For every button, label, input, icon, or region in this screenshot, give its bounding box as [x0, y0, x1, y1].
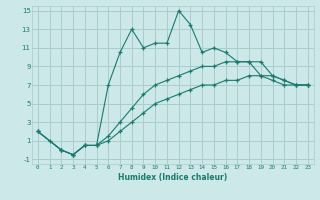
X-axis label: Humidex (Indice chaleur): Humidex (Indice chaleur): [118, 173, 228, 182]
